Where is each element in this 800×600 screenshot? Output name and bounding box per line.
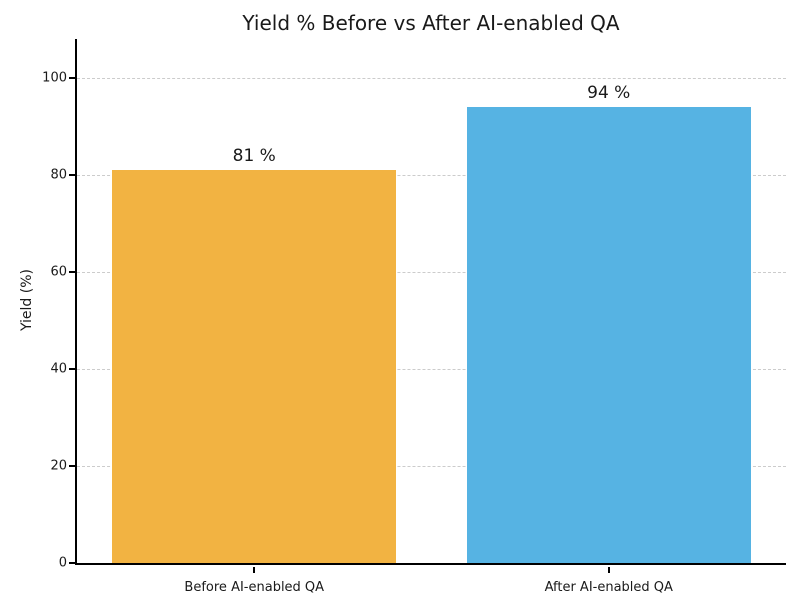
- gridline-y60: [77, 271, 786, 273]
- y-tick-label-60: 60: [50, 264, 67, 280]
- bar-value-label-0: 81 %: [232, 146, 276, 166]
- gridline-y40: [77, 368, 786, 370]
- bar-1: [466, 106, 751, 563]
- chart-title: Yield % Before vs After AI-enabled QA: [242, 11, 620, 35]
- x-tick-mark-0: [253, 567, 256, 573]
- y-tick-mark-60: [69, 270, 75, 273]
- gridline-y20: [77, 465, 786, 467]
- bar-value-label-1: 94 %: [587, 82, 631, 103]
- y-tick-label-40: 40: [50, 361, 67, 377]
- y-tick-mark-0: [69, 562, 75, 564]
- x-tick-label-1: After AI-enabled QA: [544, 580, 673, 595]
- plot-area: 0 20 40 60 80 100 81 % Before AI-enabled QA 94 %…: [42, 39, 786, 595]
- y-tick-label-20: 20: [50, 458, 67, 474]
- y-axis-label: Yield (%): [19, 268, 35, 332]
- y-tick-mark-20: [69, 464, 75, 467]
- y-tick-mark-80: [69, 173, 75, 176]
- y-tick-label-0: 0: [58, 555, 67, 571]
- y-tick-label-100: 100: [42, 70, 67, 86]
- gridline-y100: [77, 77, 786, 79]
- x-tick-label-0: Before AI-enabled QA: [184, 580, 325, 595]
- y-tick-mark-100: [69, 76, 75, 79]
- x-tick-mark-1: [607, 567, 610, 573]
- bar-0: [112, 170, 397, 563]
- gridline-y80: [77, 174, 786, 176]
- y-tick-label-80: 80: [50, 167, 67, 183]
- y-tick-mark-40: [69, 367, 75, 370]
